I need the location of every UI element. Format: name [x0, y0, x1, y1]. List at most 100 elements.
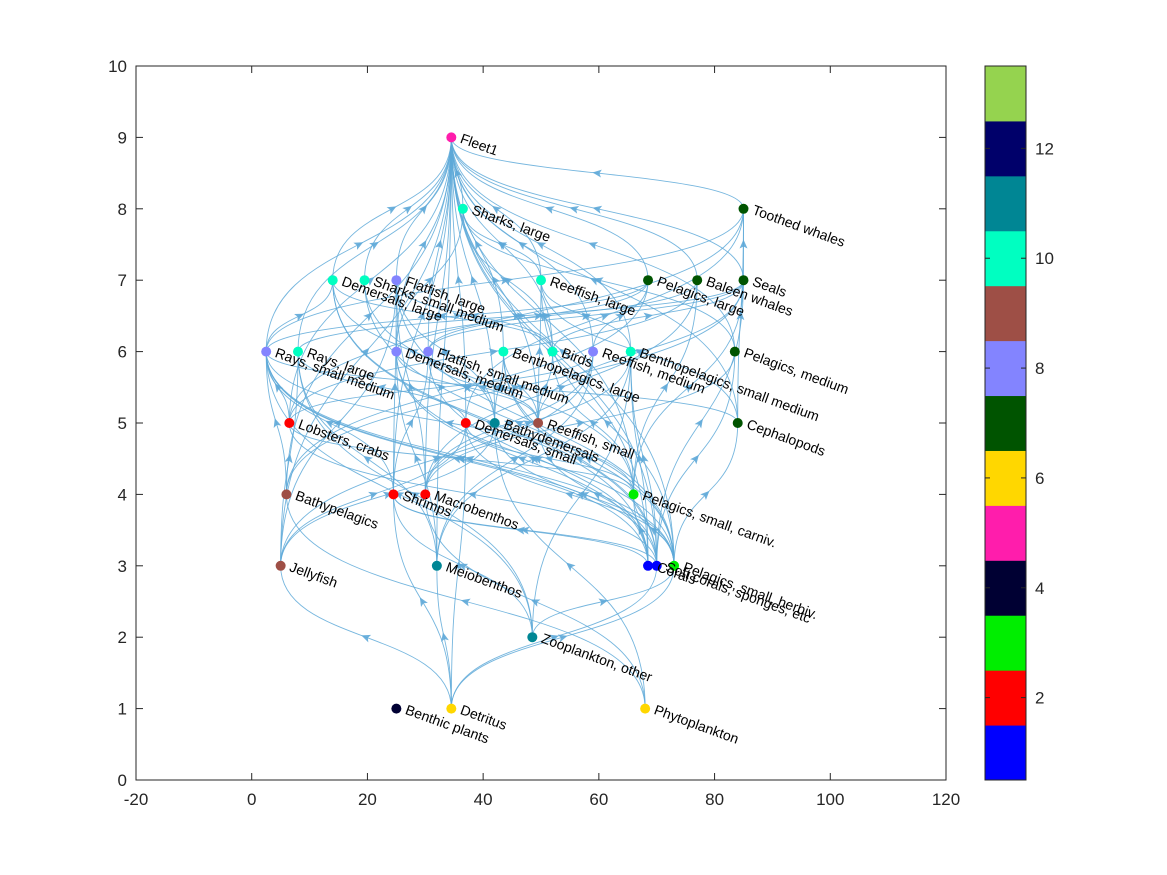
edge-arrowhead: [332, 419, 342, 429]
edge-arrowhead: [500, 276, 510, 285]
node-sharks-large: [457, 203, 468, 214]
edge-arrowhead: [491, 276, 501, 286]
node-reeffish-small: [533, 418, 544, 428]
colorbar-tick-label: 10: [1035, 249, 1054, 268]
edge-arrowhead: [533, 312, 544, 321]
node-flatfish-small-medium: [423, 346, 434, 357]
edge-arrowhead: [536, 242, 547, 250]
y-tick-label: 0: [118, 771, 127, 790]
y-tick-label: 5: [118, 414, 127, 433]
edge-arrowhead: [468, 491, 478, 500]
edge-arrowhead: [497, 242, 508, 250]
y-tick-label: 1: [118, 700, 127, 719]
colorbar-tick-label: 2: [1035, 689, 1044, 708]
edge-arrowhead: [494, 384, 505, 393]
edge-arrowhead: [503, 277, 514, 286]
node-pelagics-small-herbiv: [669, 560, 680, 571]
node-demersals-large: [327, 275, 338, 286]
edge-arrowhead: [456, 455, 467, 464]
colorbar-segment: [985, 395, 1026, 451]
colorbar-segment: [985, 120, 1026, 177]
edge-arrowhead: [431, 456, 442, 464]
colorbar-segment: [985, 615, 1026, 671]
edge-arrowhead: [325, 420, 336, 429]
edge-arrowhead: [516, 312, 526, 321]
y-tick-label: 7: [118, 271, 127, 290]
node-flatfish-large: [391, 275, 402, 286]
edge-arrowhead: [558, 348, 569, 358]
edge-arrowhead: [593, 492, 603, 500]
edge-arrowhead: [460, 598, 471, 607]
node-cephalopods: [732, 418, 743, 428]
node-pelagics-large: [643, 275, 654, 286]
colorbar-segment: [985, 560, 1026, 616]
colorbar-tick-label: 12: [1035, 139, 1054, 158]
y-tick-label: 3: [118, 557, 127, 576]
edge-arrowhead: [522, 420, 533, 429]
node-baleen-whales: [692, 275, 703, 286]
edge-arrowhead: [736, 310, 745, 321]
node-sharks-small-medium: [359, 275, 370, 286]
edge-arrowhead: [360, 347, 370, 358]
node-jellyfish: [275, 560, 286, 571]
edge-arrowhead: [575, 456, 586, 465]
edge-arrowhead: [284, 453, 293, 464]
x-tick-label: -20: [124, 790, 149, 809]
edge-arrowhead: [454, 560, 463, 571]
y-tick-label: 10: [108, 57, 127, 76]
edge-arrowhead: [441, 348, 452, 358]
edge-arrowhead: [386, 206, 397, 215]
edge-arrowhead: [515, 526, 526, 535]
edge-arrowhead: [584, 456, 595, 465]
node-shrimps: [388, 489, 399, 500]
node-phytoplankton: [640, 703, 651, 714]
node-benthopelagics-large: [498, 346, 509, 357]
x-tick-label: 120: [932, 790, 960, 809]
edge-arrowhead: [615, 313, 625, 322]
edge-arrowhead: [492, 205, 502, 215]
edge-arrowhead: [474, 240, 483, 250]
node-bathydemersals: [489, 418, 500, 428]
y-tick-label: 2: [118, 628, 127, 647]
node-fleet1: [446, 132, 457, 143]
edge-arrowhead: [569, 205, 580, 214]
edge-arrowhead: [353, 242, 364, 250]
edge-arrowhead: [544, 206, 555, 214]
node-toothed-whales: [738, 203, 749, 214]
edge-arrowhead: [700, 490, 710, 501]
edge-arrowhead: [694, 418, 703, 429]
edge-arrowhead: [592, 169, 602, 178]
edge-arrowhead: [465, 455, 475, 464]
edge-arrowhead: [566, 562, 576, 572]
y-tick-label: 8: [118, 200, 127, 219]
edge-arrowhead: [643, 312, 653, 321]
edge-arrowhead: [294, 313, 304, 322]
edge-arrowhead: [599, 313, 610, 321]
edge-arrowhead: [363, 455, 373, 465]
node-rays-large: [293, 346, 303, 357]
node-birds: [547, 346, 558, 357]
edge-arrowhead: [488, 348, 499, 357]
edge-arrowhead: [414, 454, 422, 464]
edge-arrowhead: [419, 597, 428, 607]
node-reeffish-large: [536, 275, 546, 286]
x-tick-label: 80: [705, 790, 724, 809]
edge-arrowhead: [575, 490, 585, 501]
edge-arrowhead: [598, 598, 609, 607]
colorbar-segment: [985, 230, 1026, 287]
edge-arrowhead: [361, 634, 372, 643]
node-benthopelagics-small-medium: [625, 346, 636, 357]
edge-arrowhead: [434, 239, 443, 250]
node-lobsters-crabs: [284, 418, 295, 428]
edge-arrowhead: [549, 634, 559, 643]
y-tick-label: 9: [118, 128, 127, 147]
edge-arrowhead: [634, 349, 645, 357]
colorbar-tick-label: 4: [1035, 579, 1044, 598]
edge-arrowhead: [509, 456, 520, 465]
colorbar-segment: [985, 670, 1026, 726]
colorbar: 2 4 6 8 10 12: [984, 65, 1054, 781]
edge-arrowhead: [470, 275, 479, 286]
node-meiobenthos: [431, 560, 442, 571]
